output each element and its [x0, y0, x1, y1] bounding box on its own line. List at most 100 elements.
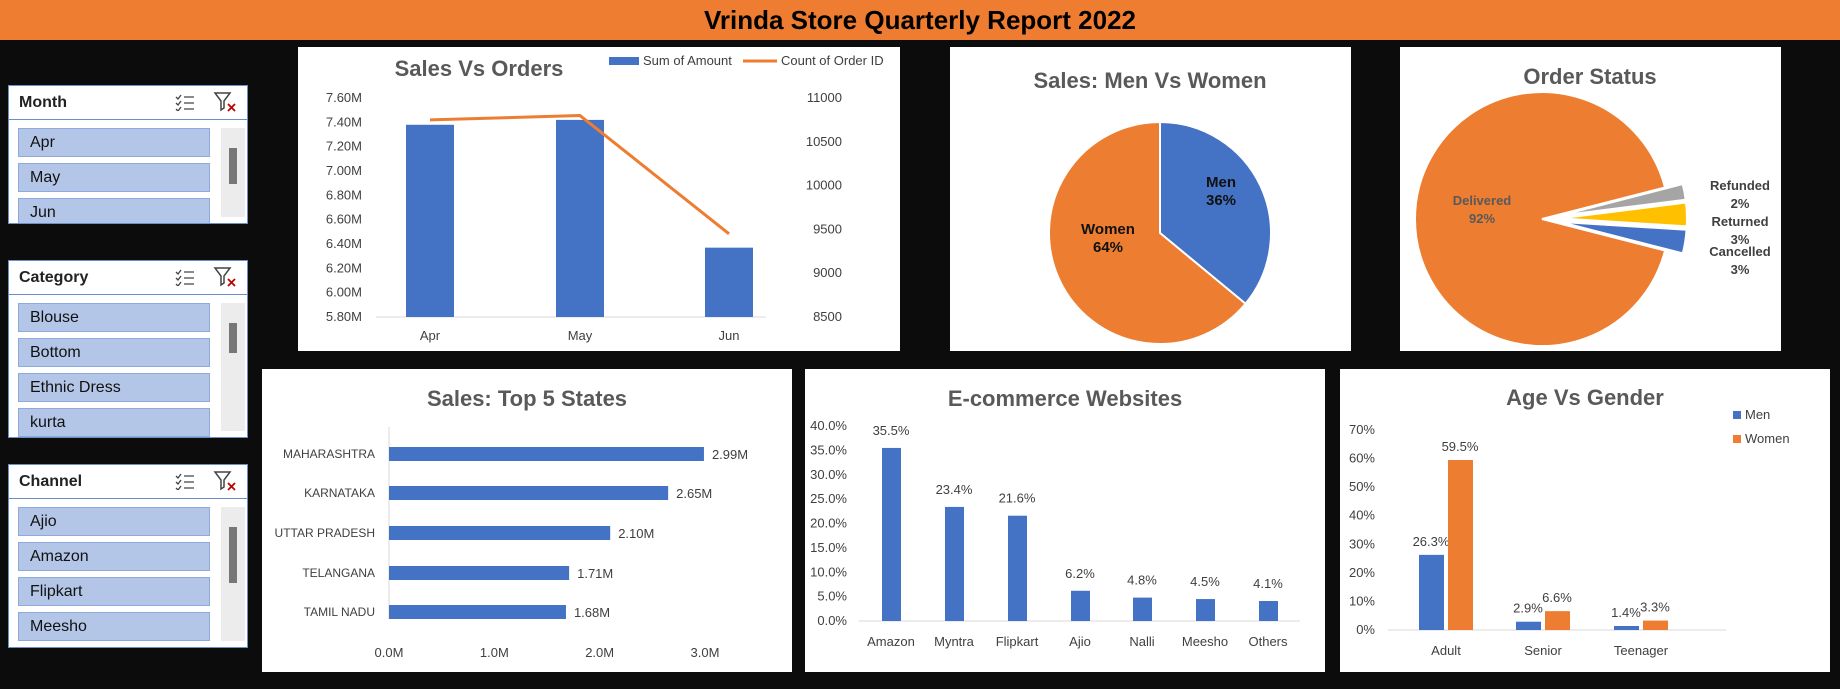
age-gender-panel: Age Vs Gender Men Women 0% 10% 20% 30% 40% 50% 60…: [1340, 369, 1830, 672]
x-tick-label: 1.0M: [480, 645, 509, 660]
y-tick-label: 0.0%: [817, 613, 847, 628]
scrollbar-thumb[interactable]: [229, 323, 237, 353]
bar: [389, 447, 704, 461]
multi-select-icon[interactable]: [175, 472, 195, 495]
channel-slicer[interactable]: Channel Ajio Amazon Flipkart Meesho: [8, 464, 248, 648]
y2-tick-label: 8500: [813, 309, 842, 324]
slicer-item-may[interactable]: May: [18, 163, 210, 192]
y-tick-label: 7.00M: [326, 163, 362, 178]
scrollbar-thumb[interactable]: [229, 148, 237, 184]
slicer-item-bottom[interactable]: Bottom: [18, 338, 210, 367]
x-tick-label: 0.0M: [375, 645, 404, 660]
slicer-item-flipkart[interactable]: Flipkart: [18, 577, 210, 606]
slicer-item-kurta[interactable]: kurta: [18, 408, 210, 437]
slicer-scrollbar[interactable]: [221, 128, 245, 217]
bar: [1196, 599, 1215, 621]
slicer-item-meesho[interactable]: Meesho: [18, 612, 210, 641]
bar: [1614, 626, 1639, 630]
x-tick-label: 2.0M: [585, 645, 614, 660]
slicer-item-ajio[interactable]: Ajio: [18, 507, 210, 536]
slicer-item-ethnic-dress[interactable]: Ethnic Dress: [18, 373, 210, 402]
y-tick-label: 20%: [1349, 565, 1375, 580]
slicer-title: Category: [19, 268, 89, 286]
clear-filter-icon[interactable]: [213, 470, 237, 497]
x-tick-label: 3.0M: [691, 645, 720, 660]
y-tick-label: 5.0%: [817, 589, 847, 604]
slicer-scrollbar[interactable]: [221, 507, 245, 641]
legend-swatch-women: [1733, 435, 1741, 443]
y-tick-label: 7.60M: [326, 90, 362, 105]
y-tick-label: 20.0%: [810, 516, 847, 531]
chart-title: Order Status: [1523, 64, 1656, 89]
bar: [389, 486, 669, 500]
bar: [882, 447, 901, 621]
slice-label: Refunded: [1710, 178, 1770, 193]
y-tick-label: TAMIL NADU: [304, 605, 375, 619]
slicer-item-amazon[interactable]: Amazon: [18, 542, 210, 571]
multi-select-icon[interactable]: [175, 93, 195, 116]
data-label: 2.9%: [1513, 601, 1543, 616]
bar: [1071, 590, 1090, 621]
slicer-title: Month: [19, 93, 67, 111]
data-label: 21.6%: [999, 491, 1036, 506]
legend-label: Women: [1745, 431, 1790, 446]
bar: [1516, 621, 1541, 630]
y-tick-label: UTTAR PRADESH: [275, 526, 375, 540]
y2-tick-label: 11000: [807, 90, 842, 105]
bar: [705, 247, 753, 317]
sales-vs-orders-chart: Sales Vs Orders Sum of Amount Count of Ord…: [326, 53, 884, 343]
x-tick-label: Apr: [420, 328, 441, 343]
month-slicer[interactable]: Month Apr May Jun: [8, 85, 248, 224]
legend-swatch-men: [1733, 411, 1741, 419]
slicer-items: Blouse Bottom Ethnic Dress kurta: [9, 295, 247, 437]
slicer-items: Apr May Jun: [9, 120, 247, 223]
y-tick-label: MAHARASHTRA: [283, 447, 375, 461]
order-status-chart: Order Status Delivered 92% Refunded 2% Return…: [1414, 64, 1771, 347]
clear-filter-icon[interactable]: [213, 91, 237, 118]
y-tick-label: 30.0%: [810, 467, 847, 482]
multi-select-icon[interactable]: [175, 268, 195, 291]
y-tick-label: 60%: [1349, 451, 1375, 466]
clear-filter-icon[interactable]: [213, 266, 237, 293]
y-tick-label: 10%: [1349, 593, 1375, 608]
y-tick-label: 6.40M: [326, 236, 362, 251]
x-tick-label: Amazon: [867, 634, 915, 649]
slice-value: 2%: [1731, 196, 1750, 211]
chart-title: E-commerce Websites: [948, 386, 1182, 411]
data-label: 3.3%: [1640, 600, 1670, 615]
slicer-item-jun[interactable]: Jun: [18, 198, 210, 223]
y-tick-label: 70%: [1349, 422, 1375, 437]
y2-tick-label: 9000: [813, 265, 842, 280]
scrollbar-thumb[interactable]: [229, 527, 237, 583]
x-tick-label: May: [568, 328, 593, 343]
pie-slice: [1414, 91, 1667, 347]
slice-value: 3%: [1731, 232, 1750, 247]
slice-value: 92%: [1469, 211, 1495, 226]
data-label: 59.5%: [1442, 439, 1479, 454]
bar: [389, 526, 611, 540]
slicer-scrollbar[interactable]: [221, 303, 245, 431]
slicer-title: Channel: [19, 472, 83, 490]
bar: [1008, 515, 1027, 621]
y-tick-label: 7.40M: [326, 114, 362, 129]
slicer-header: Month: [9, 86, 247, 120]
data-label: 2.10M: [618, 526, 654, 541]
x-tick-label: Myntra: [934, 634, 975, 649]
bar: [406, 124, 454, 318]
y-tick-label: 0%: [1356, 622, 1375, 637]
y-tick-label: 5.80M: [326, 309, 362, 324]
chart-title: Sales: Top 5 States: [427, 386, 627, 411]
category-slicer[interactable]: Category Blouse Bottom Ethnic Dress kurt…: [8, 260, 248, 438]
y-tick-label: 50%: [1349, 479, 1375, 494]
slicer-header: Channel: [9, 465, 247, 499]
slicer-item-blouse[interactable]: Blouse: [18, 303, 210, 332]
x-tick-label: Teenager: [1614, 643, 1669, 658]
pie-slice: [1559, 182, 1687, 217]
data-label: 1.71M: [577, 566, 613, 581]
slicer-item-apr[interactable]: Apr: [18, 128, 210, 157]
x-tick-label: Nalli: [1129, 634, 1154, 649]
y-tick-label: 6.20M: [326, 260, 362, 275]
y-tick-label: 25.0%: [810, 491, 847, 506]
sales-men-women-panel: Sales: Men Vs Women Men 36% Women 64%: [950, 47, 1351, 351]
